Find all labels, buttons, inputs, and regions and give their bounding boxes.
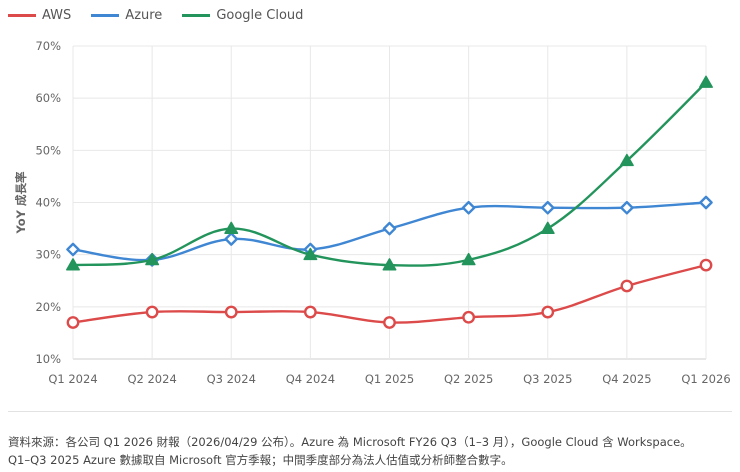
data-point-aws[interactable] [383, 316, 396, 329]
x-tick-label: Q4 2025 [602, 372, 651, 386]
data-point-azure[interactable] [382, 221, 397, 236]
legend-label-aws: AWS [42, 8, 72, 23]
data-point-azure[interactable] [699, 195, 713, 210]
data-point-azure[interactable] [540, 200, 555, 215]
y-tick-label: 70% [35, 39, 61, 53]
legend-item-aws[interactable]: AWS [8, 8, 71, 23]
x-tick-label: Q2 2025 [444, 372, 493, 386]
y-tick-label: 50% [35, 143, 61, 157]
legend-swatch-google-cloud [182, 14, 211, 17]
data-point-google-cloud[interactable] [145, 252, 160, 266]
line-chart: 10% 20% 30% 40% 50% 60% 70% Q1 2024 Q2 2024 Q3 20… [14, 39, 731, 386]
y-tick-label: 20% [35, 300, 61, 314]
data-point-google-cloud[interactable] [461, 252, 476, 266]
data-point-google-cloud[interactable] [303, 247, 318, 261]
series-line-google-cloud [71, 81, 708, 267]
data-point-aws[interactable] [620, 279, 634, 293]
x-tick-label: Q1 2025 [365, 372, 414, 386]
y-tick-label: 60% [35, 91, 61, 105]
data-point-google-cloud[interactable] [224, 221, 239, 234]
data-point-aws[interactable] [303, 305, 317, 319]
y-tick-label: 40% [35, 196, 61, 210]
data-point-google-cloud[interactable] [382, 258, 397, 271]
data-point-google-cloud[interactable] [66, 258, 80, 271]
legend: AWS Azure Google Cloud [8, 8, 303, 23]
data-point-aws[interactable] [541, 305, 555, 319]
data-point-azure[interactable] [66, 242, 80, 257]
data-point-aws[interactable] [145, 305, 159, 319]
y-tick-label: 10% [35, 352, 61, 366]
legend-item-google-cloud[interactable]: Google Cloud [182, 8, 303, 23]
x-tick-label: Q1 2024 [48, 372, 97, 386]
y-tick-label: 30% [35, 248, 61, 262]
data-point-aws[interactable] [699, 258, 713, 272]
data-point-google-cloud[interactable] [540, 221, 555, 234]
x-tick-label: Q1 2026 [681, 372, 730, 386]
legend-swatch-aws [8, 14, 36, 17]
legend-label-azure: Azure [125, 8, 163, 23]
legend-swatch-azure [91, 14, 120, 17]
data-point-google-cloud[interactable] [619, 153, 634, 167]
x-tick-label: Q3 2024 [207, 372, 256, 386]
data-point-aws[interactable] [462, 310, 476, 324]
source-note: 資料來源：各公司 Q1 2026 財報（2026/04/29 公布）。Azure… [8, 433, 736, 469]
source-note-line-2: Q1–Q3 2025 Azure 數據取自 Microsoft 官方季報；中間季… [8, 453, 513, 467]
x-tick-label: Q3 2025 [523, 372, 572, 386]
data-point-google-cloud[interactable] [699, 75, 713, 88]
x-tick-label: Q2 2024 [127, 372, 176, 386]
data-point-azure[interactable] [224, 232, 239, 246]
data-point-aws[interactable] [66, 316, 80, 329]
data-point-azure[interactable] [620, 200, 634, 215]
data-point-azure[interactable] [461, 200, 476, 215]
source-note-line-1: 資料來源：各公司 Q1 2026 財報（2026/04/29 公布）。Azure… [8, 435, 692, 449]
data-point-aws[interactable] [224, 305, 238, 319]
footer-divider [8, 411, 732, 412]
legend-item-azure[interactable]: Azure [91, 8, 162, 23]
y-axis-label: YoY 成長率 [14, 171, 28, 235]
legend-label-google-cloud: Google Cloud [216, 8, 304, 23]
x-tick-label: Q4 2024 [286, 372, 335, 386]
